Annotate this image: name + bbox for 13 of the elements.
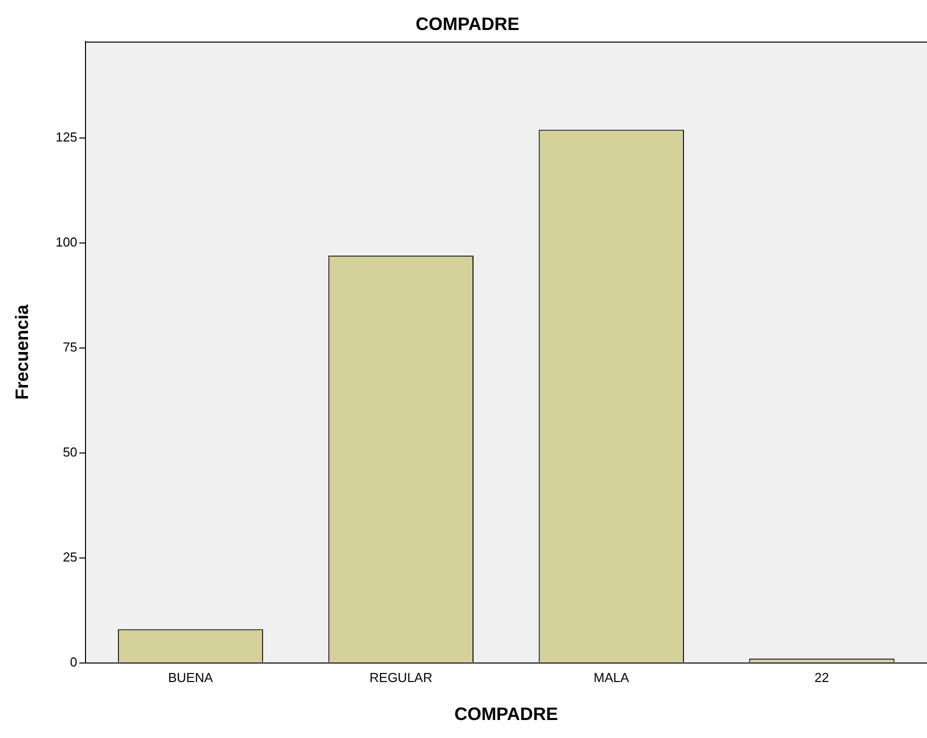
y-tick-label: 100 bbox=[56, 234, 78, 250]
y-tick-label: 50 bbox=[62, 444, 78, 460]
y-tick-label: 75 bbox=[62, 340, 78, 355]
x-tick-label: REGULAR bbox=[370, 670, 432, 686]
x-tick-label: 22 bbox=[814, 670, 830, 686]
y-tick-label: 25 bbox=[62, 549, 78, 564]
x-tick-label: MALA bbox=[594, 670, 630, 686]
y-tick-label: 0 bbox=[70, 654, 78, 670]
chart-title: COMPADRE bbox=[416, 14, 520, 34]
y-axis-title: Frecuencia bbox=[12, 304, 32, 400]
x-tick-label: BUENA bbox=[168, 670, 214, 686]
y-tick-label: 125 bbox=[56, 130, 78, 145]
x-axis-title: COMPADRE bbox=[454, 704, 558, 724]
